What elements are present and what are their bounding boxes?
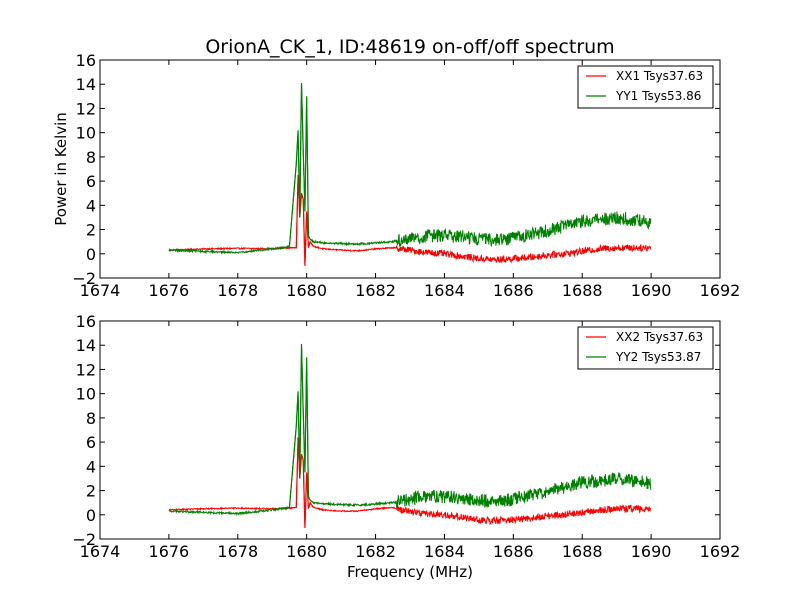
top-panel-frame (99, 59, 721, 279)
top-panel: 1674 1676 1678 1680 1682 1684 1686 1688 1690 1692… (52, 51, 740, 300)
legend-entry: YY1 Tsys53.86 (615, 89, 701, 103)
x-tick-label: 1684 (424, 542, 465, 561)
x-tick-label: 1674 (80, 281, 121, 300)
y-tick-label: 16 (76, 51, 96, 70)
y-tick-label: 6 (86, 433, 96, 452)
y-tick-label: 14 (76, 75, 96, 94)
bottom-panel: 1674 1676 1678 1680 1682 1684 1686 1688 1690 1692… (72, 312, 740, 581)
y-tick-label: −2 (72, 530, 96, 549)
y-tick-label: 10 (76, 124, 96, 143)
x-tick-label: 1688 (562, 542, 603, 561)
y-tick-label: 0 (86, 245, 96, 264)
series-spike-yy (288, 343, 314, 508)
x-tick-label: 1682 (355, 542, 396, 561)
series-line-xx (168, 442, 652, 526)
x-tick-label: 1680 (286, 281, 327, 300)
series-spike-xx (289, 437, 315, 529)
y-tick-label: 0 (86, 506, 96, 525)
series-spike-xx (289, 175, 315, 266)
y-tick-label: 12 (76, 360, 96, 379)
x-tick-label: 1686 (493, 281, 534, 300)
y-tick-label: 16 (76, 312, 96, 331)
y-tick-label: 4 (86, 457, 96, 476)
y-axis-label: Power in Kelvin (52, 112, 70, 226)
y-tick-label: 4 (86, 196, 96, 215)
x-tick-label: 1684 (424, 281, 465, 300)
x-tick-label: 1688 (562, 281, 603, 300)
y-tick-label: 12 (76, 99, 96, 118)
legend-entry: YY2 Tsys53.87 (615, 350, 701, 364)
x-tick-label: 1676 (149, 542, 190, 561)
x-tick-label: 1678 (217, 542, 258, 561)
top-panel-ticks: 1674 1676 1678 1680 1682 1684 1686 1688 1690 1692… (72, 51, 740, 300)
x-tick-label: 1692 (700, 542, 741, 561)
y-tick-label: 10 (76, 385, 96, 404)
y-tick-label: 6 (86, 172, 96, 191)
series-line-yy (168, 346, 652, 516)
x-tick-label: 1690 (631, 542, 672, 561)
y-tick-label: −2 (72, 269, 96, 288)
y-tick-label: 2 (86, 221, 96, 240)
legend-entry: XX2 Tsys37.63 (616, 330, 703, 344)
x-tick-label: 1692 (700, 281, 741, 300)
series-line-xx (168, 180, 652, 264)
x-tick-label: 1674 (80, 542, 121, 561)
top-panel-series (168, 82, 652, 266)
series-spike-yy (288, 82, 314, 247)
bottom-panel-frame (99, 320, 721, 540)
top-panel-legend: XX1 Tsys37.63 YY1 Tsys53.86 (577, 65, 714, 109)
y-tick-label: 8 (86, 148, 96, 167)
bottom-panel-ticks: 1674 1676 1678 1680 1682 1684 1686 1688 1690 1692… (72, 312, 740, 561)
chart-title: OrionA_CK_1, ID:48619 on-off/off spectru… (205, 36, 614, 58)
x-tick-label: 1676 (149, 281, 190, 300)
x-tick-label: 1680 (286, 542, 327, 561)
y-tick-label: 2 (86, 482, 96, 501)
legend-entry: XX1 Tsys37.63 (616, 69, 703, 83)
bottom-panel-legend: XX2 Tsys37.63 YY2 Tsys53.87 (577, 326, 714, 370)
y-tick-label: 14 (76, 336, 96, 355)
x-tick-label: 1686 (493, 542, 534, 561)
bottom-panel-series (168, 343, 652, 529)
legend-box (577, 326, 714, 370)
x-tick-label: 1682 (355, 281, 396, 300)
x-tick-label: 1690 (631, 281, 672, 300)
x-tick-label: 1678 (217, 281, 258, 300)
y-tick-label: 8 (86, 409, 96, 428)
legend-box (577, 65, 714, 109)
series-line-yy (168, 85, 652, 255)
x-axis-label: Frequency (MHz) (347, 563, 473, 581)
